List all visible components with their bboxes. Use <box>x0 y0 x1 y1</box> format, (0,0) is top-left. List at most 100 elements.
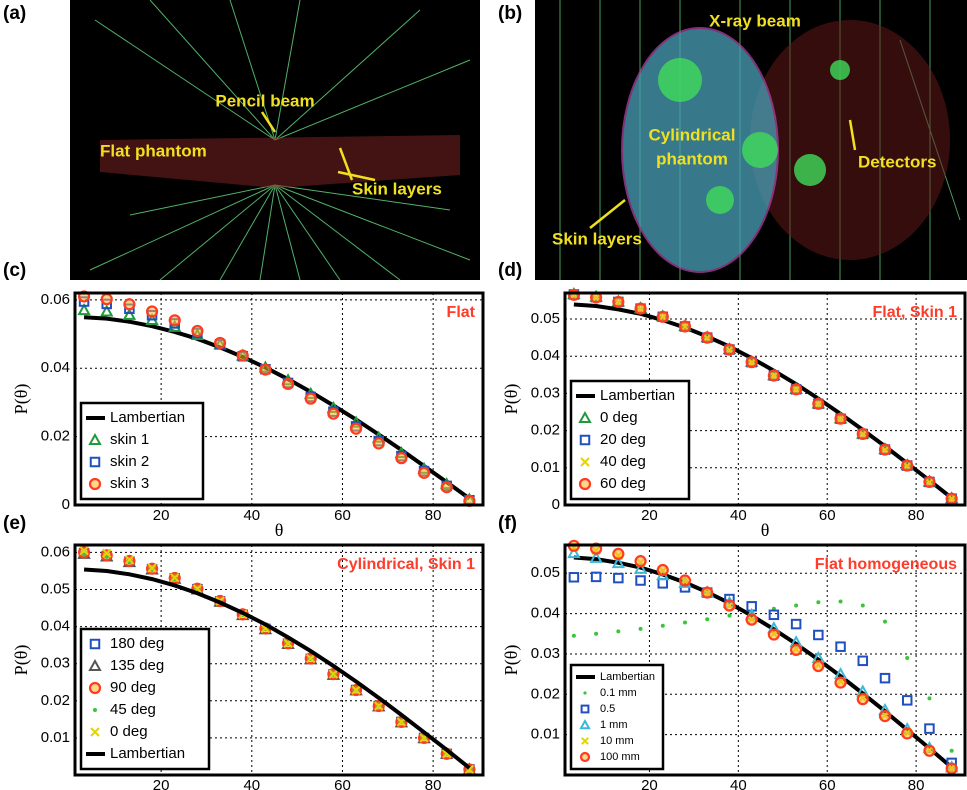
data-point <box>927 696 932 701</box>
x-tick-label: 20 <box>641 777 658 790</box>
annotation: Skin layers <box>552 229 642 248</box>
data-point <box>82 552 87 557</box>
data-point <box>328 669 339 679</box>
annotation: X-ray beam <box>709 11 801 30</box>
y-axis-label: P(θ) <box>11 645 32 676</box>
y-tick-label: 0.06 <box>41 543 70 560</box>
data-point <box>945 492 958 505</box>
data-point <box>878 709 892 723</box>
legend-label: Lambertian <box>110 409 185 426</box>
y-tick-label: 0.01 <box>41 729 70 746</box>
data-point <box>616 629 621 634</box>
x-tick-label: 80 <box>908 507 925 524</box>
data-point <box>767 628 780 641</box>
data-point <box>104 554 109 559</box>
y-tick-label: 0.05 <box>531 310 560 327</box>
y-tick-label: 0.04 <box>531 347 560 364</box>
data-point <box>860 603 865 608</box>
x-tick-label: 40 <box>243 507 260 524</box>
annotation: Detectors <box>858 152 936 171</box>
data-point <box>633 561 648 574</box>
legend-label: 20 deg <box>600 431 646 448</box>
legend-swatch <box>90 727 100 737</box>
data-point <box>100 304 114 317</box>
data-point <box>834 412 847 425</box>
legend-label: 10 mm <box>600 735 634 747</box>
x-tick-label: 20 <box>153 777 170 790</box>
panel-label: (d) <box>498 260 522 281</box>
axes-frame <box>73 291 485 507</box>
panel-label: (a) <box>3 3 26 24</box>
x-tick-label: 40 <box>243 777 260 790</box>
legend-label: Lambertian <box>600 387 675 404</box>
simulation-image <box>70 0 480 281</box>
legend-box <box>569 663 665 771</box>
legend-label: skin 1 <box>110 431 149 448</box>
y-axis-label: P(θ) <box>501 645 522 676</box>
axes-frame <box>563 543 967 777</box>
data-point <box>170 572 180 583</box>
data-point <box>304 392 317 405</box>
data-point <box>395 452 408 465</box>
data-point <box>567 288 580 301</box>
y-tick-label: 0.02 <box>531 685 560 702</box>
data-point <box>923 475 936 489</box>
legend-swatch <box>580 457 590 467</box>
data-point <box>901 695 913 706</box>
data-point <box>168 319 182 332</box>
data-point <box>901 727 914 740</box>
data-point <box>790 643 803 657</box>
y-tick-label: 0.02 <box>531 422 560 439</box>
y-tick-label: 0.01 <box>531 726 560 743</box>
legend-swatch <box>579 434 591 446</box>
data-point <box>123 298 136 311</box>
data-point <box>571 633 576 638</box>
data-point <box>745 356 758 369</box>
chart-title: Flat <box>447 304 476 321</box>
data-point <box>372 437 385 450</box>
x-axis-label: θ <box>275 520 284 540</box>
x-tick-label: 60 <box>819 507 836 524</box>
data-point <box>745 613 758 626</box>
data-point <box>834 676 847 689</box>
axes-frame <box>563 291 967 507</box>
simulation-image <box>535 0 967 280</box>
data-point <box>683 620 687 625</box>
x-tick-label: 60 <box>334 507 351 524</box>
data-point <box>723 343 736 356</box>
data-point <box>568 572 580 583</box>
chart-title: Cylindrical, Skin 1 <box>337 556 475 573</box>
y-tick-label: 0 <box>62 496 70 513</box>
data-point <box>191 324 204 338</box>
data-point <box>589 550 603 563</box>
legend-label: 90 deg <box>110 679 156 696</box>
data-point <box>794 603 799 608</box>
data-point <box>440 481 453 494</box>
legend-swatch <box>583 691 587 695</box>
x-tick-label: 40 <box>730 777 747 790</box>
panel-label: (c) <box>3 260 26 281</box>
data-point <box>349 422 363 435</box>
data-point <box>768 609 780 621</box>
data-point <box>594 631 599 636</box>
data-point <box>417 466 431 479</box>
x-tick-label: 20 <box>153 507 170 524</box>
data-point <box>705 617 710 622</box>
legend-label: 0.5 <box>600 703 615 715</box>
legend-swatch <box>88 681 102 695</box>
y-tick-label: 0.01 <box>531 459 560 476</box>
data-point <box>145 305 159 318</box>
data-point <box>77 303 91 316</box>
data-point <box>236 349 249 362</box>
data-point <box>856 427 869 441</box>
legend-swatch <box>578 410 592 423</box>
legend-swatch <box>88 658 102 671</box>
chart-title: Flat, Skin 1 <box>873 304 958 321</box>
data-point <box>327 407 340 420</box>
legend-label: Lambertian <box>600 671 655 683</box>
data-point <box>374 701 384 711</box>
annotation: Skin layers <box>352 179 442 198</box>
data-point <box>812 659 825 673</box>
panel-label: (b) <box>498 3 522 24</box>
